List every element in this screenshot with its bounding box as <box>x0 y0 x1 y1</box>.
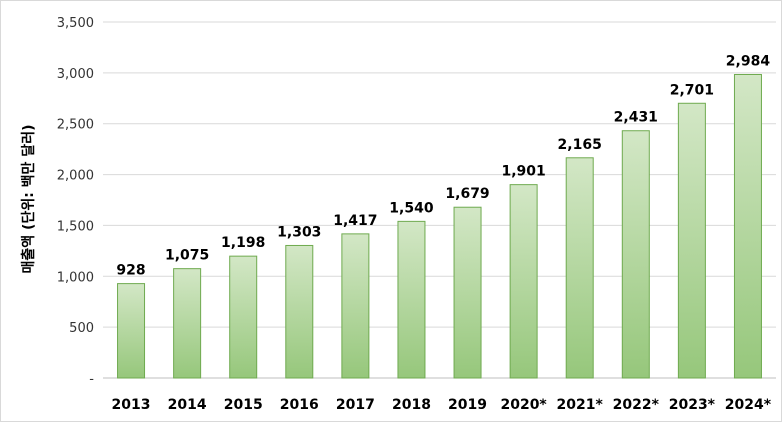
bar <box>677 102 706 379</box>
bar <box>117 283 146 379</box>
bar <box>565 157 594 379</box>
x-tick-label: 2019 <box>448 397 487 413</box>
data-label: 2,984 <box>726 53 771 69</box>
y-tick-label: 1,000 <box>57 270 94 285</box>
y-tick-label: 2,500 <box>57 118 94 133</box>
x-tick-label: 2015 <box>224 397 263 413</box>
y-axis-title: 매출액 (단위: 백만 달러) <box>20 125 37 274</box>
y-axis-ticks: - 500 1,000 1,500 2,000 2,500 3,000 3,500 <box>57 16 95 387</box>
gridlines <box>103 21 776 379</box>
y-tick-label: - <box>89 372 94 387</box>
bar <box>285 244 314 379</box>
x-tick-label: 2014 <box>168 397 207 413</box>
data-label: 1,417 <box>333 213 377 229</box>
bar <box>173 268 202 379</box>
y-tick-label: 3,000 <box>57 67 94 82</box>
data-labels: 928 1,075 1,198 1,303 1,417 1,540 1,679 1,901 2,… <box>116 53 770 278</box>
x-tick-label: 2023* <box>669 397 716 413</box>
x-tick-label: 2016 <box>280 397 319 413</box>
x-tick-label: 2020* <box>500 397 547 413</box>
data-label: 1,198 <box>221 235 265 251</box>
data-label: 1,901 <box>501 164 545 180</box>
y-tick-label: 3,500 <box>57 16 94 31</box>
bar <box>341 233 370 379</box>
y-tick-label: 2,000 <box>57 169 94 184</box>
data-label: 2,431 <box>614 110 658 126</box>
bar <box>453 206 482 379</box>
x-tick-label: 2013 <box>112 397 151 413</box>
bar <box>621 130 650 379</box>
x-tick-label: 2024* <box>725 397 772 413</box>
data-label: 1,679 <box>445 186 489 202</box>
y-tick-label: 500 <box>69 321 94 336</box>
data-label: 928 <box>116 263 145 279</box>
y-tick-label: 1,500 <box>57 219 94 234</box>
data-label: 1,540 <box>389 200 434 216</box>
x-tick-label: 2022* <box>613 397 660 413</box>
data-label: 2,701 <box>670 82 714 98</box>
bars <box>117 73 762 379</box>
bar <box>229 255 258 379</box>
bar <box>733 73 762 379</box>
x-tick-label: 2021* <box>557 397 604 413</box>
data-label: 1,303 <box>277 224 321 240</box>
data-label: 2,165 <box>558 137 602 153</box>
data-label: 1,075 <box>165 248 209 264</box>
x-axis-ticks: 2013 2014 2015 2016 2017 2018 2019 2020* 2021* 20… <box>112 397 772 413</box>
bar <box>509 184 538 379</box>
x-tick-label: 2017 <box>336 397 375 413</box>
x-tick-label: 2018 <box>392 397 431 413</box>
bar <box>397 220 426 379</box>
